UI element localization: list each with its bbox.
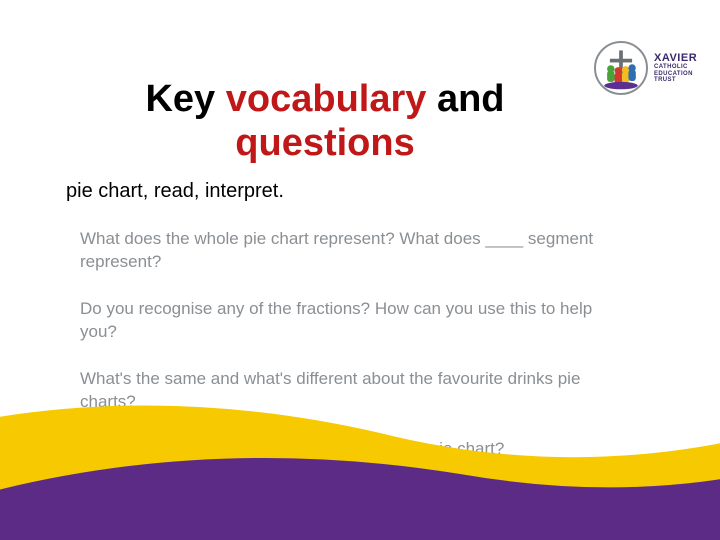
question-item: What other questions could you ask about… [80, 438, 620, 461]
subtitle: pie chart, read, interpret. [66, 180, 284, 203]
question-item: What's the same and what's different abo… [80, 368, 620, 414]
logo: XAVIER CATHOLIC EDUCATION TRUST [594, 28, 702, 108]
slide: XAVIER CATHOLIC EDUCATION TRUST Key voca… [0, 0, 720, 540]
question-item: What does the whole pie chart represent?… [80, 228, 620, 274]
question-list: What does the whole pie chart represent?… [80, 228, 620, 485]
title-part-2: vocabulary [226, 78, 427, 120]
logo-name: XAVIER [654, 53, 697, 65]
title-part-3: and [426, 78, 504, 120]
title-part-4: questions [235, 122, 414, 164]
logo-mark-icon [594, 41, 648, 95]
title-part-1: Key [145, 78, 225, 120]
page-title: Key vocabulary and questions [60, 78, 590, 165]
logo-text: XAVIER CATHOLIC EDUCATION TRUST [654, 53, 697, 83]
logo-line3: TRUST [654, 77, 697, 83]
question-item: Do you recognise any of the fractions? H… [80, 298, 620, 344]
